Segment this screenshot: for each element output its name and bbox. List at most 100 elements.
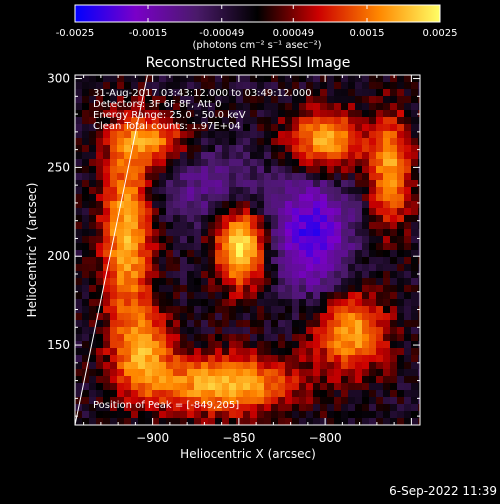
heatmap-cell [348, 215, 356, 223]
heatmap-cell [390, 180, 398, 188]
heatmap-cell [348, 278, 356, 286]
heatmap-cell [355, 103, 363, 111]
heatmap-cell [117, 278, 125, 286]
heatmap-cell [145, 180, 153, 188]
heatmap-cell [278, 166, 286, 174]
heatmap-cell [278, 89, 286, 97]
heatmap-cell [250, 313, 258, 321]
heatmap-cell [320, 376, 328, 384]
heatmap-cell [208, 201, 216, 209]
heatmap-cell [82, 334, 90, 342]
heatmap-cell [110, 320, 118, 328]
heatmap-cell [187, 334, 195, 342]
heatmap-cell [418, 271, 420, 279]
heatmap-cell [131, 355, 139, 363]
heatmap-cell [89, 313, 97, 321]
heatmap-cell [341, 285, 349, 293]
heatmap-cell [96, 201, 104, 209]
heatmap-cell [341, 397, 349, 405]
heatmap-cell [96, 257, 104, 265]
heatmap-cell [257, 89, 265, 97]
heatmap-cell [390, 404, 398, 412]
heatmap-cell [292, 138, 300, 146]
heatmap-cell [222, 411, 230, 419]
heatmap-cell [215, 166, 223, 174]
heatmap-cell [166, 376, 174, 384]
heatmap-cell [187, 313, 195, 321]
heatmap-cell [285, 145, 293, 153]
heatmap-cell [110, 173, 118, 181]
heatmap-cell [264, 152, 272, 160]
heatmap-cell [173, 236, 181, 244]
heatmap-cell [299, 159, 307, 167]
heatmap-cell [75, 166, 83, 174]
heatmap-cell [159, 187, 167, 195]
heatmap-cell [180, 390, 188, 398]
heatmap-cell [208, 306, 216, 314]
heatmap-cell [117, 390, 125, 398]
heatmap-cell [201, 334, 209, 342]
heatmap-cell [117, 257, 125, 265]
heatmap-cell [320, 222, 328, 230]
heatmap-cell [369, 418, 377, 425]
heatmap-cell [180, 201, 188, 209]
heatmap-cell [166, 215, 174, 223]
heatmap-cell [313, 96, 321, 104]
heatmap-cell [341, 418, 349, 425]
heatmap-cell [110, 89, 118, 97]
heatmap-cell [152, 145, 160, 153]
heatmap-cell [264, 313, 272, 321]
heatmap-cell [369, 173, 377, 181]
heatmap-cell [278, 96, 286, 104]
heatmap-cell [117, 110, 125, 118]
heatmap-cell [418, 362, 420, 370]
heatmap-cell [117, 369, 125, 377]
heatmap-cell [159, 418, 167, 425]
heatmap-cell [103, 89, 111, 97]
heatmap-cell [383, 418, 391, 425]
heatmap-cell [82, 257, 90, 265]
heatmap-cell [250, 411, 258, 419]
heatmap-cell [376, 117, 384, 125]
heatmap-cell [320, 159, 328, 167]
heatmap-cell [159, 166, 167, 174]
heatmap-cell [306, 152, 314, 160]
heatmap-cell [243, 187, 251, 195]
heatmap-cell [285, 383, 293, 391]
heatmap-cell [418, 348, 420, 356]
heatmap-cell [348, 369, 356, 377]
heatmap-cell [194, 173, 202, 181]
heatmap-cell [103, 278, 111, 286]
heatmap-cell [418, 117, 420, 125]
heatmap-cell [278, 306, 286, 314]
heatmap-cell [411, 201, 419, 209]
heatmap-cell [362, 278, 370, 286]
heatmap-cell [334, 257, 342, 265]
heatmap-cell [117, 376, 125, 384]
heatmap-cell [96, 327, 104, 335]
heatmap-cell [397, 138, 405, 146]
heatmap-cell [327, 327, 335, 335]
heatmap-cell [180, 173, 188, 181]
heatmap-cell [166, 313, 174, 321]
heatmap-cell [348, 299, 356, 307]
heatmap-cell [264, 376, 272, 384]
heatmap-cell [390, 110, 398, 118]
heatmap-cell [334, 362, 342, 370]
heatmap-cell [236, 355, 244, 363]
heatmap-cell [110, 194, 118, 202]
heatmap-cell [201, 215, 209, 223]
heatmap-cell [75, 173, 83, 181]
heatmap-cell [89, 348, 97, 356]
heatmap-cell [362, 292, 370, 300]
heatmap-cell [110, 138, 118, 146]
heatmap-cell [306, 327, 314, 335]
heatmap-cell [411, 173, 419, 181]
heatmap-cell [271, 145, 279, 153]
heatmap-cell [145, 418, 153, 425]
heatmap-cell [138, 82, 146, 90]
heatmap-cell [243, 201, 251, 209]
heatmap-cell [313, 292, 321, 300]
heatmap-cell [369, 362, 377, 370]
heatmap-cell [75, 362, 83, 370]
